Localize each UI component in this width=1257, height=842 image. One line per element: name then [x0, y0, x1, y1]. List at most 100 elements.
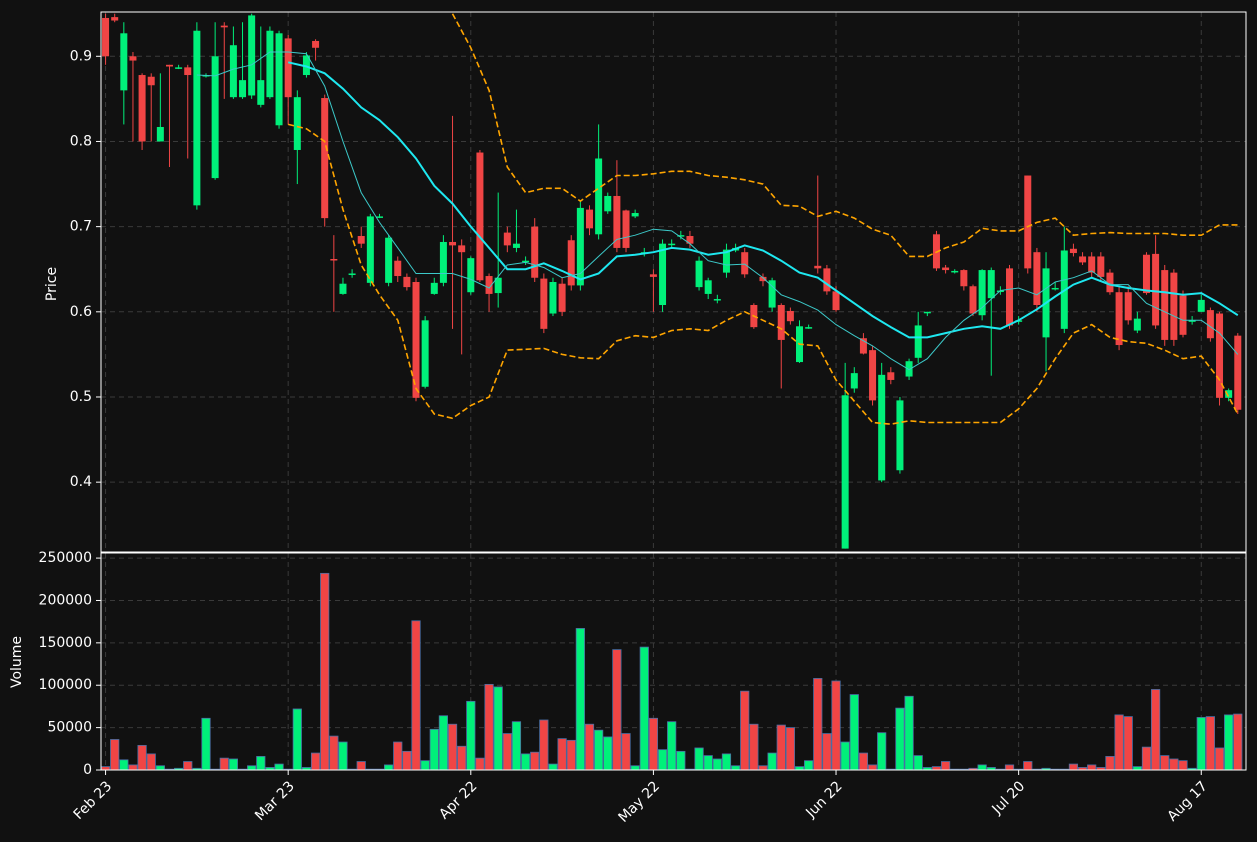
y-tick-label: 0.9	[70, 48, 92, 64]
y-tick-label: 150000	[39, 635, 92, 651]
x-tick-label: May 22	[616, 778, 664, 826]
volume-bar	[822, 733, 832, 771]
candle-body	[759, 276, 767, 282]
candle-body	[165, 64, 173, 67]
volume-bar	[694, 747, 704, 771]
candle-body	[1142, 254, 1150, 294]
volume-bar	[128, 764, 138, 771]
volume-bar	[831, 680, 841, 771]
volume-bar	[721, 753, 732, 771]
candle-body	[1006, 268, 1014, 326]
candle-body	[430, 282, 438, 294]
candle-body	[878, 374, 886, 481]
volume-bar	[493, 686, 503, 771]
indicator-line	[287, 61, 1239, 339]
volume-bar	[931, 766, 942, 771]
candle-body	[786, 310, 794, 322]
candle-body	[302, 55, 310, 76]
candle-body	[978, 270, 986, 316]
candle-body	[951, 270, 959, 273]
candle-body	[412, 282, 420, 398]
candle-body	[184, 67, 192, 76]
volume-bar	[1087, 764, 1097, 771]
candle-body	[193, 30, 201, 206]
candle-body	[649, 274, 657, 277]
volume-bar	[502, 733, 512, 771]
candle-body	[1124, 292, 1132, 321]
volume-bar	[612, 649, 622, 771]
volume-bar	[849, 694, 859, 771]
volume-bar	[219, 757, 229, 771]
y-tick-label: 100000	[39, 677, 92, 693]
volume-bar	[913, 755, 923, 771]
volume-bar	[749, 723, 759, 771]
candle-body	[987, 270, 995, 299]
volume-bar	[730, 765, 741, 771]
indicator-line	[196, 51, 1239, 371]
volume-bar	[877, 732, 887, 771]
volume-bar	[402, 750, 412, 771]
volume-bar	[867, 764, 878, 771]
x-tick-label: Apr 22	[436, 778, 480, 822]
volume-bar	[1205, 716, 1215, 771]
y-tick-label: 0.7	[70, 219, 92, 235]
candle-body	[1152, 253, 1160, 326]
volume-bar	[530, 751, 540, 771]
candle-body	[969, 286, 977, 314]
candle-body	[1051, 287, 1059, 290]
panel-frame	[100, 11, 1247, 553]
candle-body	[339, 283, 347, 294]
candle-body	[713, 299, 721, 301]
candle-body	[741, 252, 749, 275]
volume-bar	[1224, 714, 1234, 771]
candle-body	[494, 277, 502, 294]
candle-body	[1106, 272, 1114, 293]
volume-bar	[1160, 755, 1170, 771]
candle-body	[832, 291, 840, 311]
candle-body	[887, 372, 895, 380]
candle-body	[704, 280, 712, 294]
candle-body	[366, 216, 374, 283]
volume-bar	[667, 721, 677, 771]
candle-body	[841, 395, 849, 549]
candle-body	[1024, 175, 1032, 269]
candle-body	[1069, 248, 1077, 254]
candle-body	[896, 400, 904, 471]
volume-bar	[110, 739, 120, 771]
candle-body	[147, 76, 155, 86]
volume-bar	[320, 572, 330, 771]
volume-bar	[539, 719, 549, 771]
volume-bar	[429, 728, 439, 771]
volume-bar	[520, 753, 531, 771]
volume-bar	[648, 717, 659, 771]
volume-bar	[794, 766, 805, 771]
volume-bar	[858, 752, 869, 771]
candle-body	[375, 216, 383, 218]
volume-bar	[584, 723, 595, 771]
volume-bar	[137, 745, 147, 771]
volume-bar	[630, 765, 640, 771]
candle-body	[211, 56, 219, 179]
candle-body	[458, 245, 466, 253]
volume-bar	[1169, 758, 1179, 771]
candle-body	[1234, 335, 1242, 410]
candle-body	[522, 260, 530, 263]
y-tick-label: 0.6	[70, 304, 92, 320]
volume-bar	[338, 741, 348, 771]
candle-body	[914, 325, 922, 358]
candle-body	[111, 17, 119, 21]
volume-bar	[438, 715, 449, 771]
volume-bar	[712, 758, 722, 771]
volume-bar	[146, 753, 156, 771]
candle-body	[777, 304, 785, 340]
candle-body	[239, 80, 247, 98]
candle-body	[248, 15, 256, 96]
volume-bar	[457, 745, 467, 771]
candle-body	[129, 56, 137, 61]
candle-body	[403, 276, 411, 288]
candle-body	[531, 226, 539, 278]
candle-body	[659, 243, 667, 305]
volume-bar	[247, 765, 257, 771]
candle-body	[284, 38, 292, 98]
